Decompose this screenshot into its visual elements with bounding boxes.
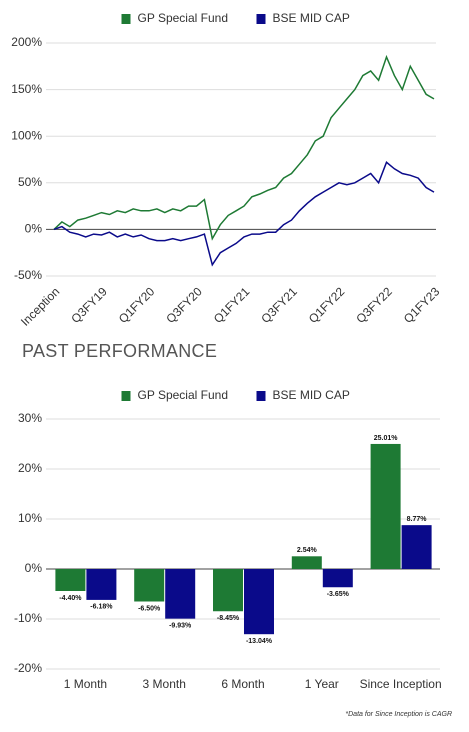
legend-label: BSE MID CAP <box>273 388 350 402</box>
bar <box>370 443 401 569</box>
value-label: -3.65% <box>327 591 350 598</box>
value-label: -6.18% <box>90 604 113 611</box>
y-tick-label: 20% <box>18 461 42 475</box>
x-tick-label: Q1FY20 <box>116 284 158 326</box>
y-tick-label: 200% <box>11 35 42 49</box>
bar <box>291 556 322 569</box>
legend-swatch <box>121 391 131 401</box>
value-label: -6.50% <box>138 605 161 612</box>
y-tick-label: -50% <box>14 268 42 282</box>
x-tick-label: 6 Month <box>221 677 264 691</box>
value-label: 2.54% <box>297 547 318 554</box>
x-tick-label: 1 Month <box>64 677 107 691</box>
line-series <box>53 54 435 241</box>
legend-label: GP Special Fund <box>138 11 229 25</box>
x-tick-label: Q1FY21 <box>211 284 253 326</box>
bar <box>165 569 196 619</box>
value-label: 8.77% <box>407 516 428 523</box>
y-tick-label: 30% <box>18 411 42 425</box>
value-label: -4.40% <box>59 595 82 602</box>
bar <box>134 569 165 602</box>
y-tick-label: 150% <box>11 82 42 96</box>
legend-swatch <box>256 14 266 24</box>
y-tick-label: -10% <box>14 611 42 625</box>
legend-label: GP Special Fund <box>138 388 229 402</box>
x-tick-label: 1 Year <box>305 677 339 691</box>
x-tick-label: Q3FY19 <box>68 284 110 326</box>
x-tick-label: Q3FY20 <box>163 284 205 326</box>
value-label: -13.04% <box>246 638 273 645</box>
x-tick-label: Q3FY21 <box>258 284 300 326</box>
bar <box>213 569 243 612</box>
value-label: -9.93% <box>169 622 192 629</box>
bar <box>86 569 117 600</box>
heading: PAST PERFORMANCE <box>22 341 217 361</box>
x-tick-label: Q3FY22 <box>353 284 395 326</box>
legend-swatch <box>256 391 266 401</box>
y-tick-label: 10% <box>18 511 42 525</box>
bar <box>401 525 432 569</box>
legend-label: BSE MID CAP <box>273 11 350 25</box>
bar <box>244 569 274 635</box>
bar <box>55 569 86 591</box>
y-tick-label: -20% <box>14 661 42 675</box>
value-label: 25.01% <box>374 435 399 442</box>
x-tick-label: Inception <box>18 284 62 328</box>
x-tick-label: Q1FY23 <box>401 284 443 326</box>
x-tick-label: Q1FY22 <box>306 284 348 326</box>
x-tick-label: Since Inception <box>360 677 442 691</box>
bar <box>322 569 353 588</box>
y-tick-label: 0% <box>25 561 43 575</box>
y-tick-label: 50% <box>18 175 42 189</box>
x-tick-label: 3 Month <box>143 677 186 691</box>
line-series <box>53 161 435 267</box>
value-label: -8.45% <box>217 615 240 622</box>
footnote: *Data for Since Inception is CAGR <box>345 711 452 718</box>
legend-swatch <box>121 14 131 24</box>
y-tick-label: 0% <box>25 222 43 236</box>
y-tick-label: 100% <box>11 128 42 142</box>
